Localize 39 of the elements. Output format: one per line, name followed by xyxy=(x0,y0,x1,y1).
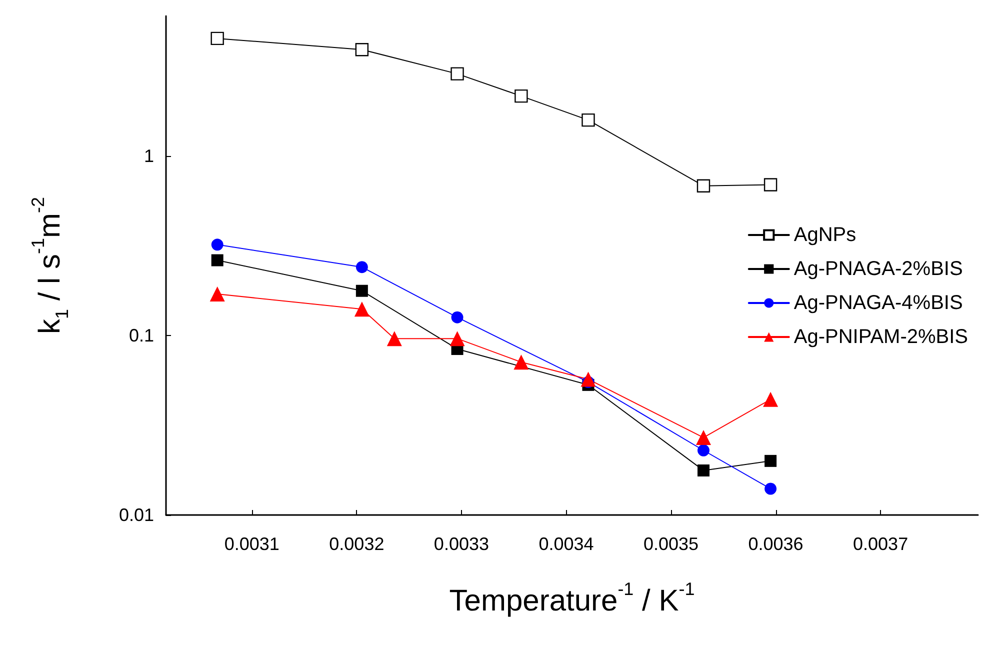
point xyxy=(582,113,595,127)
point xyxy=(764,482,777,495)
point xyxy=(764,454,777,467)
x-tick-label: 0.0035 xyxy=(643,534,699,554)
legend-label: Ag-PNAGA-2%BIS xyxy=(794,258,963,280)
point xyxy=(211,254,224,266)
point xyxy=(356,261,368,274)
y-tick-label: 0.1 xyxy=(128,325,154,346)
point xyxy=(354,302,370,317)
point xyxy=(580,372,596,387)
y-tick-label: 1 xyxy=(144,146,154,166)
point xyxy=(386,331,402,346)
y-axis-title: k1 / l s-1m-2 xyxy=(28,196,72,334)
x-tick-label: 0.0037 xyxy=(853,534,908,554)
point xyxy=(514,89,528,103)
point xyxy=(355,43,369,56)
x-tick-label: 0.0032 xyxy=(329,534,384,554)
x-tick-label: 0.0036 xyxy=(748,534,804,554)
point xyxy=(356,284,368,297)
point xyxy=(210,286,225,302)
x-tick-label: 0.0033 xyxy=(434,534,489,554)
legend-label: Ag-PNAGA-4%BIS xyxy=(794,292,963,314)
point xyxy=(450,67,464,80)
point xyxy=(514,354,529,370)
point xyxy=(764,178,778,192)
point xyxy=(211,238,224,251)
x-tick-label: 0.0031 xyxy=(224,534,280,554)
point xyxy=(696,430,711,446)
point xyxy=(697,464,710,476)
point xyxy=(763,392,778,407)
y-tick-label: 0.01 xyxy=(118,505,154,525)
point xyxy=(450,331,465,346)
point xyxy=(210,32,224,46)
legend-label: Ag-PNIPAM-2%BIS xyxy=(794,326,968,348)
x-tick-label: 0.0034 xyxy=(538,534,594,554)
point xyxy=(698,444,710,456)
legend-label: AgNPs xyxy=(794,224,856,246)
point xyxy=(696,179,710,192)
point xyxy=(451,311,464,324)
